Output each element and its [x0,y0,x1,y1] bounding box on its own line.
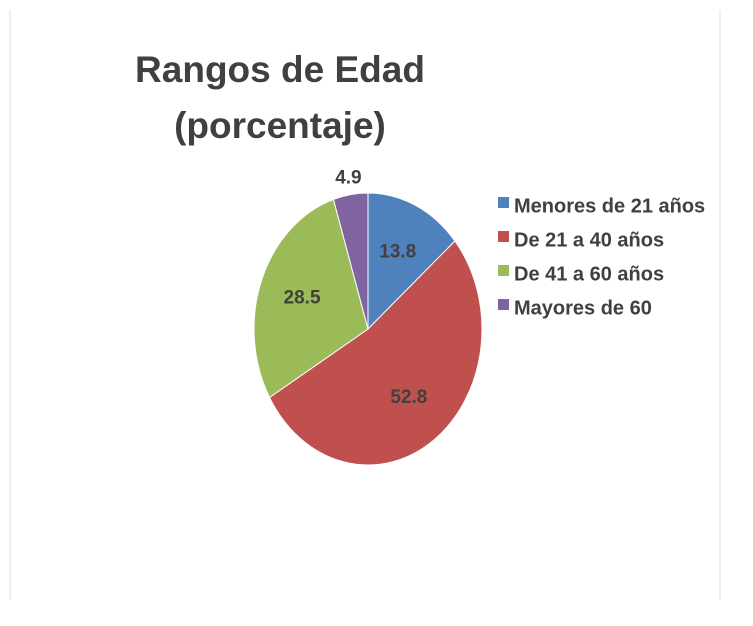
legend-label: Menores de 21 años [514,195,705,217]
legend-label: De 41 a 60 años [514,263,664,285]
legend-label: De 21 a 40 años [514,229,664,251]
data-label: 4.9 [335,167,361,188]
data-label: 13.8 [379,241,416,262]
legend-label: Mayores de 60 [514,297,652,319]
pie-slice [253,198,369,399]
data-label: 28.5 [284,288,321,309]
pie-slice [268,240,483,466]
legend-swatch [498,231,509,242]
data-label: 52.8 [390,387,427,408]
pie-slice [367,192,456,331]
legend-swatch [498,197,509,208]
legend-swatch [498,265,509,276]
legend-swatch [498,299,509,310]
chart-title: Rangos de Edad (porcentaje) [135,49,425,146]
pie-slice [332,192,369,330]
